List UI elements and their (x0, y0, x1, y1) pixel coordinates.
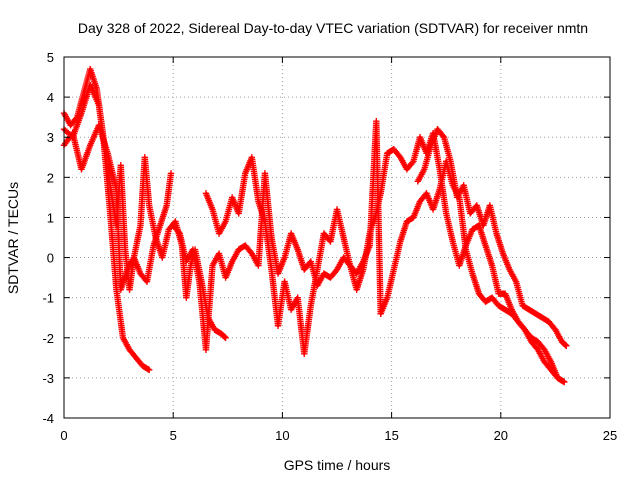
data-point (439, 132, 447, 140)
x-tick-label: 15 (384, 428, 398, 443)
x-tick-label: 10 (275, 428, 289, 443)
y-tick-label: 2 (47, 170, 54, 185)
data-point (563, 342, 570, 349)
y-tick-label: -2 (42, 331, 54, 346)
data-point (175, 228, 182, 236)
x-tick-label: 20 (494, 428, 508, 443)
y-tick-label: 0 (47, 251, 54, 266)
series-trace-3 (60, 121, 229, 341)
y-tick-label: 5 (47, 50, 54, 65)
y-tick-label: -4 (42, 411, 54, 426)
data-point (145, 366, 153, 374)
y-tick-label: -1 (42, 291, 54, 306)
data-point (409, 159, 416, 166)
chart-title: Day 328 of 2022, Sidereal Day-to-day VTE… (78, 20, 588, 36)
series-trace-6 (377, 158, 568, 386)
series-trace-5 (202, 154, 378, 358)
y-tick-label: 3 (47, 130, 54, 145)
x-tick-label: 5 (170, 428, 177, 443)
data-point (167, 170, 175, 177)
x-axis-label: GPS time / hours (284, 457, 391, 473)
x-tick-label: 25 (603, 428, 617, 443)
data-marks (60, 65, 570, 386)
data-point (560, 378, 568, 386)
gridlines (64, 57, 610, 418)
axis-ticks: 0 5 10 15 20 25 -4 -3 -2 -1 0 1 2 3 4 5 (42, 50, 617, 443)
plot-frame (63, 56, 611, 419)
y-tick-label: 4 (47, 90, 54, 105)
y-axis-label: SDTVAR / TECUs (5, 182, 21, 294)
x-tick-label: 0 (60, 428, 67, 443)
series-trace-8 (414, 126, 570, 349)
y-tick-label: 1 (47, 210, 54, 225)
data-point (222, 334, 229, 341)
y-tick-label: -3 (42, 371, 54, 386)
